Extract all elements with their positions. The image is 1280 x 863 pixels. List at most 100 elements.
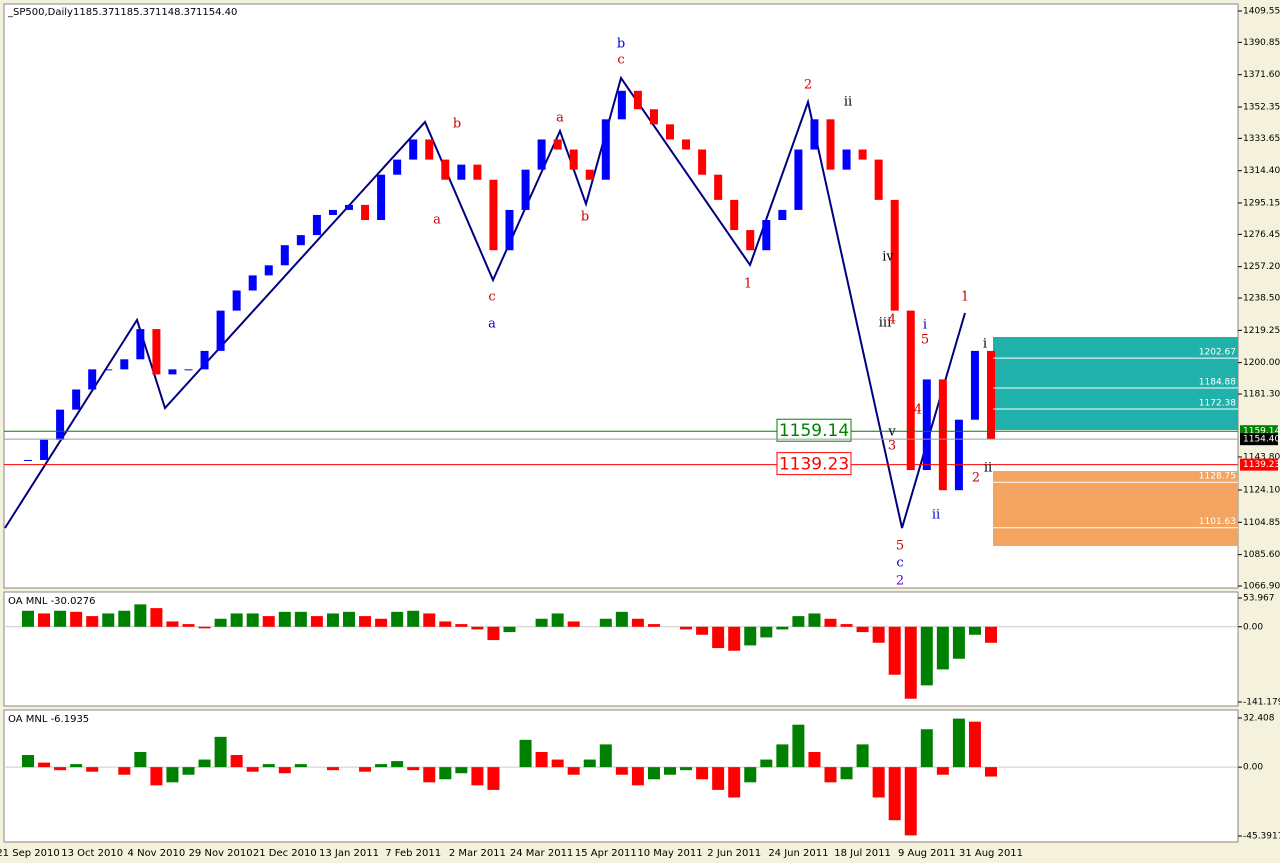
histogram-bar xyxy=(198,626,211,629)
wave-label: i xyxy=(983,337,987,352)
histogram-bar xyxy=(952,718,965,768)
target-zone xyxy=(993,471,1238,546)
candle xyxy=(88,369,97,390)
histogram-bar xyxy=(936,767,949,775)
x-tick-label: 10 May 2011 xyxy=(637,848,702,859)
candle xyxy=(954,419,963,491)
candle xyxy=(425,139,434,160)
histogram-bar xyxy=(326,613,339,627)
histogram-bar xyxy=(54,610,67,627)
candle xyxy=(345,204,353,210)
candle xyxy=(537,139,546,170)
histogram-bar xyxy=(118,610,131,627)
histogram-bar xyxy=(968,721,981,768)
histogram-bar xyxy=(38,613,51,627)
candle xyxy=(874,159,883,200)
candle xyxy=(136,329,145,360)
x-tick-label: 24 Mar 2011 xyxy=(510,848,573,859)
y-tick-label: 32.408 xyxy=(1243,714,1275,724)
candle xyxy=(698,149,707,175)
histogram-bar xyxy=(952,626,965,659)
histogram-bar xyxy=(744,626,757,646)
histogram-bar xyxy=(985,767,997,777)
histogram-bar xyxy=(824,767,837,783)
histogram-bar xyxy=(856,626,869,633)
y-tick-label: 1124.10 xyxy=(1243,486,1280,496)
histogram-bar xyxy=(647,624,660,627)
zone-label: 1184.88 xyxy=(1199,378,1236,388)
histogram-bar xyxy=(599,618,612,627)
candle xyxy=(248,275,257,291)
histogram-bar xyxy=(70,764,83,768)
y-tick-label: 1066.90 xyxy=(1243,582,1280,592)
histogram-bar xyxy=(856,744,869,768)
candle xyxy=(682,139,691,150)
y-tick-label: 1371.60 xyxy=(1243,70,1280,80)
histogram-bar xyxy=(182,767,195,775)
wave-label: 2 xyxy=(972,471,980,486)
wave-label: b xyxy=(617,37,625,52)
wave-label: c xyxy=(488,290,495,305)
candle xyxy=(794,149,803,210)
histogram-bar xyxy=(407,610,420,627)
histogram-bar xyxy=(166,621,179,627)
histogram-bar xyxy=(904,767,917,836)
ohlc-value: 1185.37 xyxy=(73,7,114,18)
wave-label: c xyxy=(617,53,624,68)
candle xyxy=(858,149,867,160)
histogram-bar xyxy=(840,624,853,627)
candle xyxy=(553,139,562,150)
histogram-bar xyxy=(503,626,516,633)
histogram-bar xyxy=(310,616,323,627)
histogram-bar xyxy=(615,767,628,775)
candle xyxy=(521,169,530,210)
histogram-bar xyxy=(647,767,660,780)
price-tag xyxy=(1240,433,1278,446)
candle xyxy=(666,124,674,140)
x-tick-label: 15 Apr 2011 xyxy=(575,848,637,859)
zone-label: 1202.67 xyxy=(1199,348,1236,358)
y-tick-label: 1143.80 xyxy=(1243,452,1280,462)
wave-label: b xyxy=(453,117,461,132)
histogram-bar xyxy=(22,610,34,627)
y-tick-label: 1085.60 xyxy=(1243,550,1280,560)
wave-label: ii xyxy=(984,461,992,476)
histogram-bar xyxy=(38,762,51,768)
histogram-bar xyxy=(712,626,725,649)
level-label: 1159.14 xyxy=(779,421,849,441)
histogram-bar xyxy=(631,767,644,786)
candle xyxy=(328,209,337,215)
histogram-bar xyxy=(792,724,805,768)
histogram-bar xyxy=(182,624,195,627)
y-tick-label: -45.3917 xyxy=(1243,832,1280,842)
indicator-pane xyxy=(3,709,1239,843)
histogram-bar xyxy=(102,613,115,627)
price-tag-label: 1139.23 xyxy=(1243,460,1280,470)
histogram-bar xyxy=(198,759,211,768)
wave-label: 2 xyxy=(896,574,904,589)
histogram-bar xyxy=(86,767,99,772)
candle xyxy=(232,290,241,311)
y-tick-label: 1276.45 xyxy=(1243,230,1280,240)
y-tick-label: 1257.20 xyxy=(1243,262,1280,272)
histogram-bar xyxy=(166,767,179,783)
histogram-bar xyxy=(375,618,388,627)
histogram-bar xyxy=(535,618,548,627)
candle xyxy=(987,350,995,440)
candle xyxy=(842,149,851,170)
candle xyxy=(457,164,466,180)
level-box xyxy=(776,418,852,442)
histogram-bar xyxy=(150,608,163,627)
candle xyxy=(810,119,819,150)
histogram-bar xyxy=(262,764,275,768)
wave-label: a xyxy=(433,213,441,228)
histogram-bar xyxy=(744,767,757,783)
histogram-bar xyxy=(888,767,901,821)
candle xyxy=(970,350,979,420)
candle xyxy=(649,109,658,125)
histogram-bar xyxy=(680,767,693,771)
histogram-bar xyxy=(150,767,163,786)
wave-label: iv xyxy=(882,250,894,265)
candle xyxy=(409,139,418,160)
